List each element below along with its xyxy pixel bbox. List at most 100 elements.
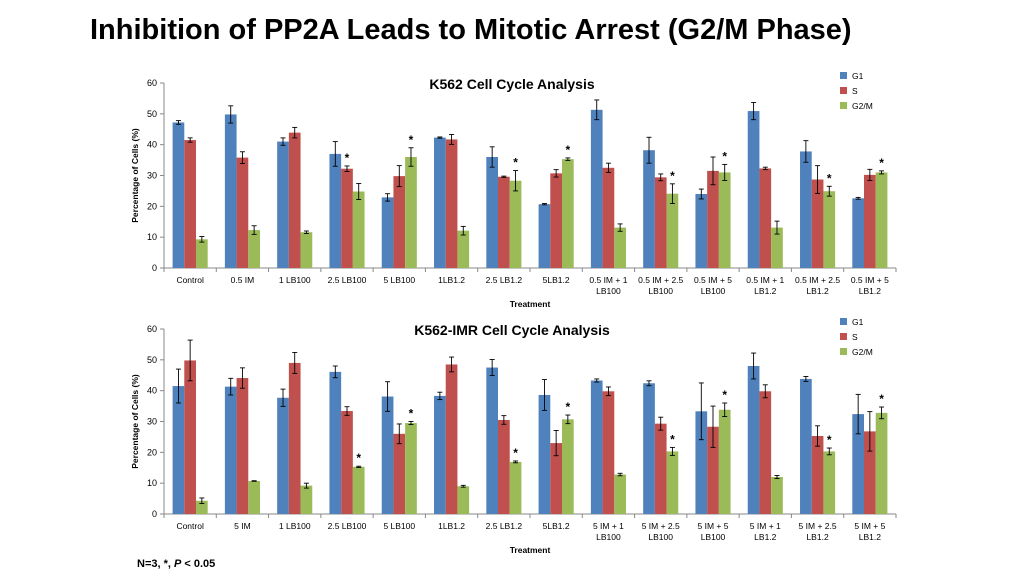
bar-g2-m (457, 486, 470, 514)
bar-s (393, 176, 406, 268)
chart-title: K562 Cell Cycle Analysis (429, 76, 594, 92)
bar-g2-m (875, 412, 888, 514)
bar-s (236, 157, 249, 268)
x-tick-label: LB1.2 (859, 532, 881, 542)
legend-swatch-s (840, 333, 847, 340)
bar-g2-m (561, 159, 574, 268)
bar-s (550, 173, 562, 268)
y-tick-label: 30 (147, 171, 157, 181)
bar-g1 (434, 137, 446, 268)
significance-marker: * (566, 400, 571, 414)
x-tick-label: 0.5 IM (231, 275, 255, 285)
bar-s (498, 176, 510, 268)
x-tick-label: 5 IM + 5 (854, 521, 885, 531)
bar-g2-m (718, 172, 731, 268)
x-tick-label: 2.5 LB100 (328, 521, 367, 531)
x-tick-label: LB100 (648, 532, 673, 542)
bar-s (602, 391, 615, 514)
x-tick-label: LB1.2 (806, 286, 828, 296)
bar-s (550, 443, 562, 514)
bar-s (864, 431, 876, 514)
x-tick-label: 2.5 LB100 (328, 275, 367, 285)
x-tick-label: 1LB1.2 (438, 275, 465, 285)
x-tick-label: 1 LB100 (279, 521, 311, 531)
bar-s (236, 378, 249, 514)
bar-g2-m (352, 466, 365, 514)
bar-g1 (747, 111, 760, 268)
bar-s (184, 140, 196, 268)
legend-label-g2-m: G2/M (852, 101, 873, 111)
significance-marker: * (722, 149, 727, 163)
bar-g2-m (509, 180, 522, 268)
x-tick-label: LB1.2 (754, 532, 776, 542)
bar-g2-m (195, 239, 208, 268)
x-tick-label: LB100 (701, 286, 726, 296)
bar-g1 (381, 197, 394, 268)
bar-g2-m (823, 451, 836, 514)
legend-label-s: S (852, 332, 858, 342)
y-tick-label: 60 (147, 324, 157, 334)
bar-g2-m (823, 191, 836, 268)
x-tick-label: LB100 (648, 286, 673, 296)
significance-marker: * (513, 446, 518, 460)
bar-s (707, 170, 719, 268)
bar-s (811, 435, 824, 514)
x-tick-label: Control (176, 521, 204, 531)
y-axis-label: Percentage of Cells (%) (130, 374, 140, 469)
significance-marker: * (566, 143, 571, 157)
legend-label-s: S (852, 86, 858, 96)
k562-chart: K562 Cell Cycle Analysis 0 10 20 30 40 50 60 Per… (130, 71, 897, 309)
bar-s (341, 168, 353, 268)
y-tick-label: 50 (147, 355, 157, 365)
bar-s (288, 132, 301, 268)
significance-marker: * (827, 171, 832, 185)
bar-g2-m (352, 191, 365, 268)
bar-s (341, 411, 353, 514)
bar-g2-m (771, 477, 783, 514)
footnote-suffix: < 0.05 (181, 558, 216, 570)
significance-marker: * (670, 169, 675, 183)
bar-g1 (224, 114, 237, 268)
y-tick-label: 0 (152, 509, 157, 519)
bar-s (654, 423, 667, 514)
significance-marker: * (879, 392, 884, 406)
bar-s (393, 433, 406, 514)
bar-g1 (172, 386, 185, 514)
bar-s (498, 419, 510, 514)
bar-s (811, 179, 824, 268)
bar-g2-m (614, 227, 626, 268)
x-tick-label: 5 IM + 2.5 (642, 521, 680, 531)
bar-s (184, 360, 196, 514)
legend-swatch-g2-m (840, 348, 847, 355)
bar-s (288, 362, 301, 514)
significance-marker: * (356, 451, 361, 465)
bar-g1 (590, 380, 603, 514)
legend-swatch-g1 (840, 72, 847, 79)
x-tick-label: 0.5 IM + 1 (589, 275, 627, 285)
bar-g2-m (718, 409, 731, 514)
significance-marker: * (827, 433, 832, 447)
x-tick-label: 5 IM + 1 (750, 521, 781, 531)
bar-g2-m (195, 500, 208, 514)
x-tick-label: 1 LB100 (279, 275, 311, 285)
y-tick-label: 20 (147, 447, 157, 457)
bar-g1 (486, 157, 499, 268)
y-tick-label: 50 (147, 109, 157, 119)
legend-label-g1: G1 (852, 71, 864, 81)
y-tick-label: 0 (152, 263, 157, 273)
bar-g1 (800, 378, 812, 514)
footnote: N=3, *, P < 0.05 (137, 558, 215, 570)
x-tick-label: 5 IM + 5 (698, 521, 729, 531)
x-tick-label: 5 LB100 (383, 275, 415, 285)
bar-s (707, 426, 719, 514)
bar-g1 (486, 367, 499, 514)
bar-s (602, 167, 615, 268)
bar-g2-m (509, 461, 522, 514)
x-tick-label: LB1.2 (806, 532, 828, 542)
y-tick-label: 10 (147, 478, 157, 488)
x-tick-label: 0.5 IM + 2.5 (795, 275, 840, 285)
x-tick-label: 0.5 IM + 5 (694, 275, 732, 285)
y-tick-label: 40 (147, 386, 157, 396)
bar-g1 (695, 194, 708, 268)
bar-g1 (852, 198, 865, 268)
